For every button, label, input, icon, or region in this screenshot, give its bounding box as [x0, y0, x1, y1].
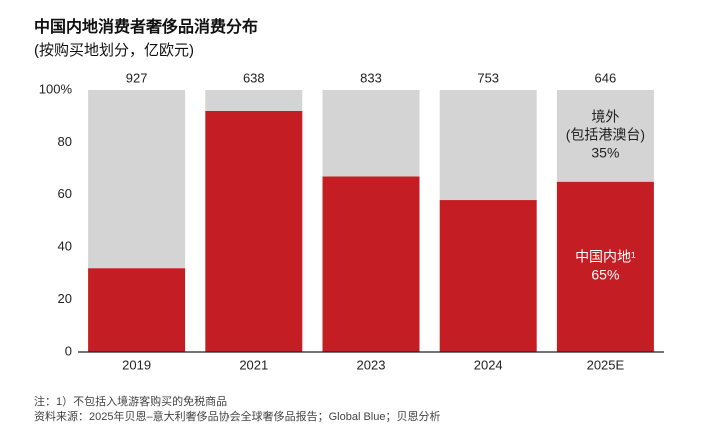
total-label: 833 — [360, 70, 382, 85]
legend-label-detail: (包括港澳台) — [566, 127, 645, 143]
legend-label: 中国内地¹ — [575, 249, 636, 265]
total-label: 927 — [126, 70, 148, 85]
bar-segment — [88, 268, 186, 352]
total-label: 638 — [243, 70, 265, 85]
bar-segment — [556, 90, 654, 182]
bar-segment — [439, 200, 537, 352]
value-label: 65% — [591, 267, 619, 283]
total-label: 646 — [595, 70, 617, 85]
bar-segment — [556, 181, 654, 352]
bar-segment — [322, 176, 420, 352]
y-tick-label: 0 — [65, 343, 72, 358]
bar-segment — [322, 90, 420, 177]
x-tick-label: 2023 — [357, 357, 386, 372]
bar-segment — [205, 90, 303, 111]
x-tick-label: 2024 — [474, 357, 503, 372]
x-tick-label: 2021 — [239, 357, 268, 372]
footnote: 注：1）不包括入境游客购买的免税商品 — [34, 394, 227, 408]
chart-subtitle: (按购买地划分，亿欧元) — [34, 42, 194, 59]
y-tick-label: 20 — [58, 291, 72, 306]
y-tick-label: 40 — [58, 239, 72, 254]
x-tick-label: 2025E — [587, 357, 625, 372]
total-label: 753 — [477, 70, 499, 85]
legend-label: 境外 — [591, 109, 619, 125]
y-tick-label: 80 — [58, 134, 72, 149]
y-tick-label: 60 — [58, 186, 72, 201]
y-tick-label: 100% — [39, 81, 73, 96]
value-label: 35% — [591, 145, 619, 161]
bar-segment — [205, 110, 303, 353]
bar-segment — [88, 90, 186, 269]
x-tick-label: 2019 — [122, 357, 151, 372]
source-note: 资料来源：2025年贝恩–意大利奢侈品协会全球奢侈品报告；Global Blue… — [34, 409, 440, 423]
chart-title: 中国内地消费者奢侈品消费分布 — [34, 17, 258, 36]
bar-segment — [439, 90, 537, 201]
